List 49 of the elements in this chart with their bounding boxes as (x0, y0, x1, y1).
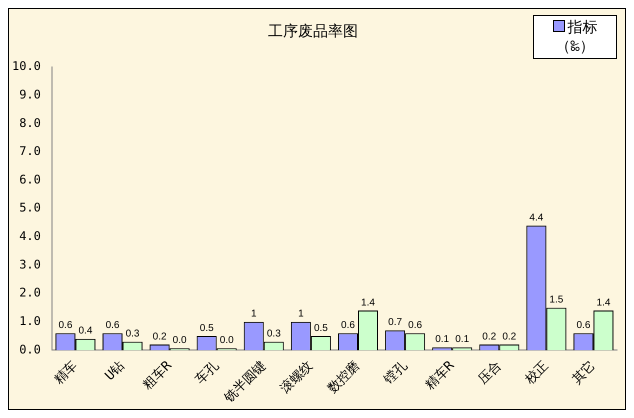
y-tick-label: 1.0 (19, 314, 41, 328)
data-label: 4.4 (529, 212, 544, 224)
x-tick-label: 校正 (522, 358, 552, 388)
y-tick-label: 10.0 (12, 59, 41, 74)
data-label: 1 (298, 308, 304, 320)
x-tick-label: 车孔 (192, 358, 222, 388)
data-label: 0.6 (341, 320, 356, 331)
y-tick-label: 8.0 (19, 116, 41, 130)
data-label: 0.2 (482, 331, 497, 342)
data-label: 0.0 (220, 334, 234, 346)
y-tick-label: 9.0 (19, 87, 41, 102)
x-tick-label: 滚螺纹 (278, 358, 316, 397)
data-label: 0.0 (172, 334, 188, 346)
data-label: 0.4 (78, 326, 93, 337)
x-tick-label: 镗孔 (380, 358, 410, 388)
data-label: 1.4 (361, 297, 376, 308)
x-tick-label: 其它 (568, 358, 599, 388)
data-label: 1.4 (596, 297, 611, 308)
y-tick-label: 0.0 (19, 342, 41, 356)
data-label: 0.6 (408, 320, 422, 331)
x-tick-label: 铣半圆键 (220, 358, 270, 406)
data-label: 1.5 (549, 294, 564, 306)
data-label: 0.2 (152, 331, 168, 342)
data-label: 1 (251, 308, 258, 320)
data-label: 0.2 (502, 331, 517, 342)
y-tick-label: 4.0 (19, 229, 41, 244)
data-label: 0.1 (455, 334, 470, 346)
y-tick-label: 5.0 (19, 200, 41, 215)
x-tick-label: U钻 (102, 358, 128, 384)
data-label: 0.6 (576, 320, 591, 331)
data-label: 0.1 (435, 334, 450, 346)
legend-label: 指标（‰） (555, 18, 598, 55)
y-tick-label: 3.0 (19, 257, 41, 272)
data-label: 0.3 (266, 328, 282, 340)
y-tick-label: 2.0 (19, 286, 41, 300)
data-label: 0.5 (200, 322, 214, 334)
chart-title: 工序废品率图 (268, 22, 358, 40)
y-tick-label: 7.0 (19, 144, 41, 158)
y-tick-label: 6.0 (19, 172, 41, 186)
x-tick-label: 数控磨 (325, 358, 364, 397)
data-label: 0.5 (314, 322, 328, 334)
data-label: 0.6 (58, 320, 73, 331)
data-label: 0.3 (126, 328, 140, 340)
x-tick-label: 粗车R (140, 358, 175, 393)
x-tick-label: 精车R (422, 358, 458, 393)
x-tick-label: 精车 (52, 358, 81, 388)
data-label: 0.6 (106, 320, 120, 331)
data-label: 0.7 (388, 317, 402, 328)
x-tick-label: 压合 (475, 358, 504, 388)
